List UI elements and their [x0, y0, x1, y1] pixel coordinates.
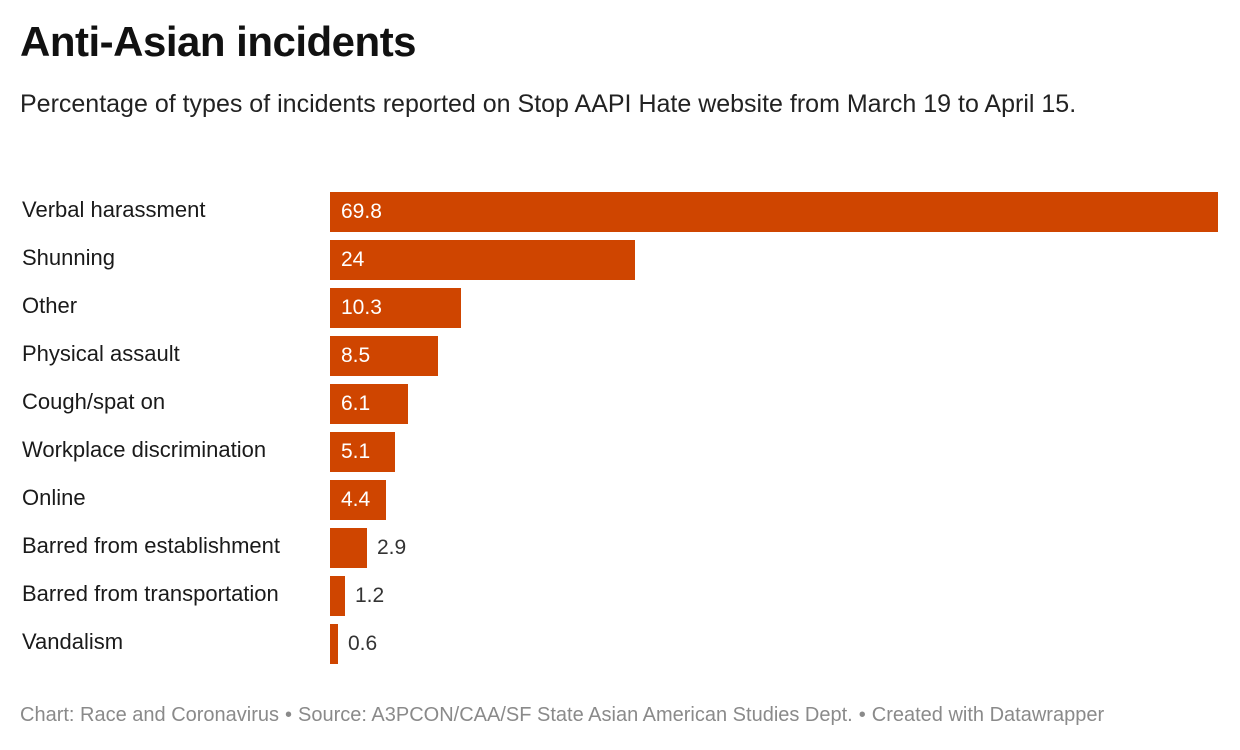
- bar-row: Vandalism 0.6: [0, 622, 1240, 664]
- bar: [330, 624, 338, 664]
- category-label: Vandalism: [22, 629, 124, 654]
- footer-created-with: Created with Datawrapper: [871, 704, 1105, 726]
- chart-footer: Chart: Race and Coronavirus • Source: A3PC…: [20, 704, 1104, 727]
- category-label: Other: [22, 293, 78, 318]
- value-label: 24: [341, 248, 365, 271]
- bar: [330, 240, 635, 280]
- chart-subtitle: Percentage of types of incidents reporte…: [20, 90, 1077, 118]
- chart-title: Anti-Asian incidents: [20, 18, 417, 65]
- bar: [330, 384, 408, 424]
- value-label: 69.8: [341, 200, 382, 223]
- bar-row: Workplace discrimination 5.1: [0, 430, 1240, 472]
- value-label: 10.3: [341, 296, 382, 319]
- value-label: 1.2: [355, 584, 385, 607]
- bar-row: Cough/spat on 6.1: [0, 382, 1240, 424]
- category-label: Online: [22, 485, 86, 510]
- bar: [330, 576, 345, 616]
- value-label: 5.1: [341, 440, 371, 463]
- bar-row: Online 4.4: [0, 478, 1240, 520]
- bar-row: Other 10.3: [0, 286, 1240, 328]
- bar: [330, 336, 438, 376]
- bar-chart: Verbal harassment 69.8 Shunning 24 Other 10.3…: [0, 190, 1240, 670]
- bar: [330, 288, 461, 328]
- category-label: Verbal harassment: [22, 197, 206, 222]
- bar: [330, 432, 395, 472]
- category-label: Cough/spat on: [22, 389, 166, 414]
- bar-row: Physical assault 8.5: [0, 334, 1240, 376]
- bar: [330, 480, 386, 520]
- footer-separator: •: [858, 704, 866, 726]
- value-label: 2.9: [377, 536, 407, 559]
- value-label: 8.5: [341, 344, 371, 367]
- bar-row: Verbal harassment 69.8: [0, 190, 1240, 232]
- footer-separator: •: [285, 704, 293, 726]
- bar-row: Barred from establishment 2.9: [0, 526, 1240, 568]
- footer-credit: Chart: Race and Coronavirus: [20, 704, 280, 726]
- category-label: Barred from establishment: [22, 533, 280, 558]
- category-label: Barred from transportation: [22, 581, 279, 606]
- bar-row: Shunning 24: [0, 238, 1240, 280]
- value-label: 4.4: [341, 488, 371, 511]
- category-label: Physical assault: [22, 341, 180, 366]
- value-label: 0.6: [348, 632, 378, 655]
- bar: [330, 528, 367, 568]
- category-label: Shunning: [22, 245, 115, 270]
- category-label: Workplace discrimination: [22, 437, 267, 462]
- bar: [330, 192, 1218, 232]
- footer-source: Source: A3PCON/CAA/SF State Asian Americ…: [298, 704, 853, 726]
- bar-row: Barred from transportation 1.2: [0, 574, 1240, 616]
- value-label: 6.1: [341, 392, 371, 415]
